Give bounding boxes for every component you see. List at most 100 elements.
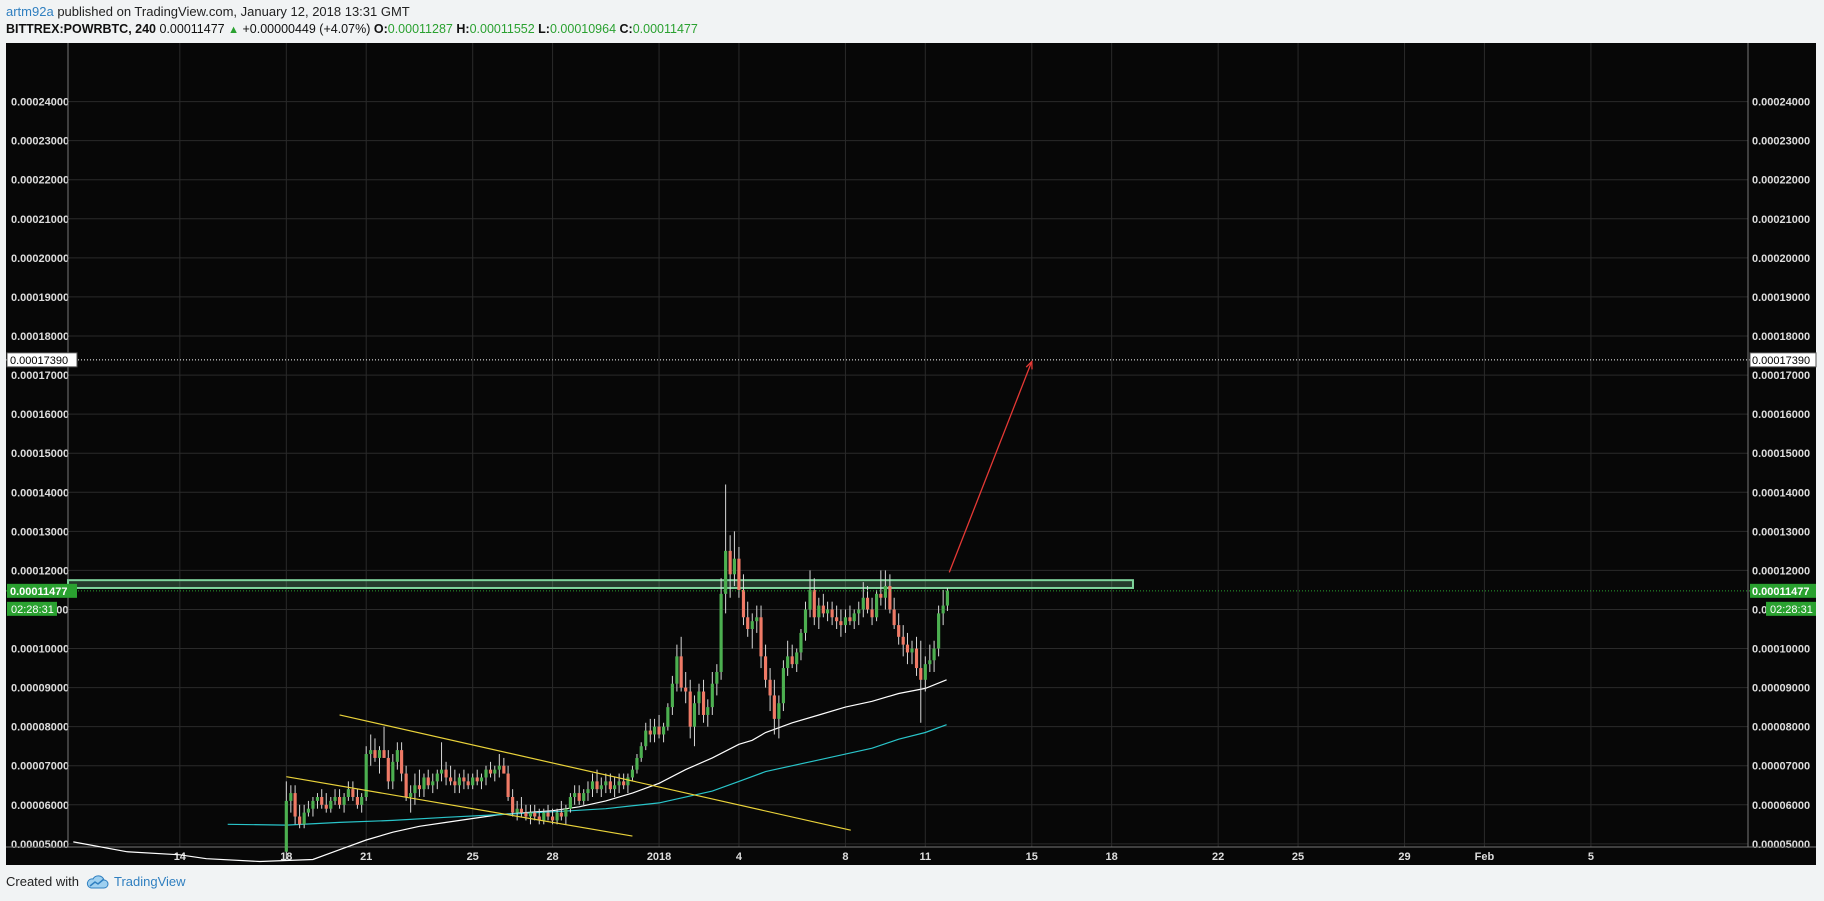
candle-body	[337, 796, 342, 805]
candle-body	[590, 781, 595, 790]
candle-body	[373, 750, 377, 758]
candle-body	[666, 707, 670, 727]
y-axis-label-right: 0.00023000	[1752, 136, 1810, 148]
x-axis-label: 2018	[647, 851, 671, 863]
candle-body	[879, 593, 883, 598]
high-label: H:	[456, 22, 470, 36]
x-axis-label: 11	[919, 851, 931, 863]
candle-body	[417, 785, 422, 790]
candle-body	[701, 691, 706, 715]
candle-body	[386, 757, 390, 782]
x-axis-label: 5	[1588, 851, 1594, 863]
candle-body	[626, 777, 630, 786]
y-axis-label-right: 0.00017000	[1752, 370, 1810, 382]
candle-body	[559, 812, 563, 817]
candle-body	[728, 550, 732, 575]
candle-body	[857, 609, 861, 614]
publish-info: artm92a published on TradingView.com, Ja…	[6, 4, 410, 19]
published-text: published on TradingView.com, January 12…	[57, 4, 410, 19]
candle-body	[599, 785, 603, 790]
candle-body	[795, 652, 799, 665]
candle-body	[453, 781, 457, 786]
candle-body	[342, 796, 346, 805]
candle-body	[919, 668, 923, 680]
y-axis-label-right: 0.00008000	[1752, 722, 1810, 734]
close-label: C:	[619, 22, 633, 36]
x-axis-label: 8	[842, 851, 848, 863]
candle-body	[479, 777, 484, 782]
candle-body	[763, 656, 768, 680]
candle-body	[932, 648, 936, 661]
candle-body	[706, 707, 710, 715]
candle-body	[320, 796, 324, 805]
candle-body	[750, 621, 754, 630]
candle-body	[719, 593, 723, 672]
y-axis-label-right: 0.00024000	[1752, 97, 1810, 109]
candle-body	[613, 785, 617, 790]
candle-body	[710, 683, 714, 708]
candle-body	[617, 781, 621, 786]
candle-body	[861, 597, 865, 610]
candle-body	[462, 777, 466, 782]
candle-body	[511, 796, 515, 813]
candle-body	[835, 617, 839, 622]
y-axis-label-left: 0.00018000	[11, 331, 69, 343]
candle-body	[914, 648, 919, 669]
candle-body	[306, 808, 311, 813]
candle-body	[395, 750, 399, 762]
candle-body	[803, 609, 808, 633]
low-label: L:	[538, 22, 550, 36]
candle-body	[573, 793, 577, 797]
price-line-tag-right: 0.00017390	[1752, 355, 1810, 367]
y-axis-label-right: 0.00015000	[1752, 448, 1810, 460]
resistance-zone	[67, 579, 1134, 589]
symbol-legend: BITTREX:POWRBTC, 240 0.00011477 ▲ +0.000…	[6, 22, 698, 36]
candle-body	[360, 796, 364, 805]
author-link[interactable]: artm92a	[6, 4, 54, 19]
y-axis-label-right: 0.00012000	[1752, 565, 1810, 577]
y-axis-label-right: 0.00019000	[1752, 292, 1810, 304]
candle-body	[901, 636, 905, 645]
candle-body	[639, 746, 643, 758]
candle-body	[346, 789, 350, 797]
candle-body	[435, 773, 439, 782]
candle-body	[608, 781, 612, 790]
candle-body	[781, 668, 785, 704]
y-axis-label-right: 0.00018000	[1752, 331, 1810, 343]
candle-body	[564, 808, 568, 817]
candle-body	[582, 793, 586, 801]
last-price-tag-left-bg	[7, 583, 77, 598]
candle-body	[550, 816, 555, 821]
price-chart[interactable]: 0.00005000 0.00005000 0.00006000 0.00006000…	[0, 43, 1824, 865]
candle-body	[817, 605, 821, 618]
candle-body	[684, 687, 688, 692]
candle-body	[777, 703, 781, 719]
x-axis-label: 28	[546, 851, 558, 863]
moving-average-line-1	[73, 679, 947, 863]
countdown-tag-left: 02:28:31	[11, 604, 54, 616]
candle-body	[377, 750, 382, 758]
tradingview-link[interactable]: TradingView	[85, 874, 186, 889]
y-axis-label-left: 0.00009000	[11, 683, 69, 695]
candle-body	[697, 691, 701, 704]
candle-body	[865, 597, 870, 610]
candle-body	[755, 617, 759, 622]
candle-body	[768, 679, 772, 696]
candle-body	[715, 671, 719, 684]
candle-body	[506, 773, 510, 797]
candle-body	[670, 683, 674, 708]
candle-body	[586, 789, 590, 794]
candle-body	[293, 793, 297, 817]
y-axis-label-right: 0.00009000	[1752, 683, 1810, 695]
y-axis-label-right: 0.00013000	[1752, 526, 1810, 538]
trendline	[339, 714, 851, 831]
tradingview-cloud-icon	[86, 874, 109, 888]
candle-body	[493, 769, 497, 774]
candle-body	[466, 781, 470, 786]
candle-body	[324, 804, 328, 809]
candle-body	[848, 617, 852, 622]
candle-body	[746, 617, 750, 630]
countdown-tag-right-bg	[1766, 601, 1816, 616]
candle-body	[635, 757, 639, 770]
y-axis-label-right: 0.00010000	[1752, 644, 1810, 656]
